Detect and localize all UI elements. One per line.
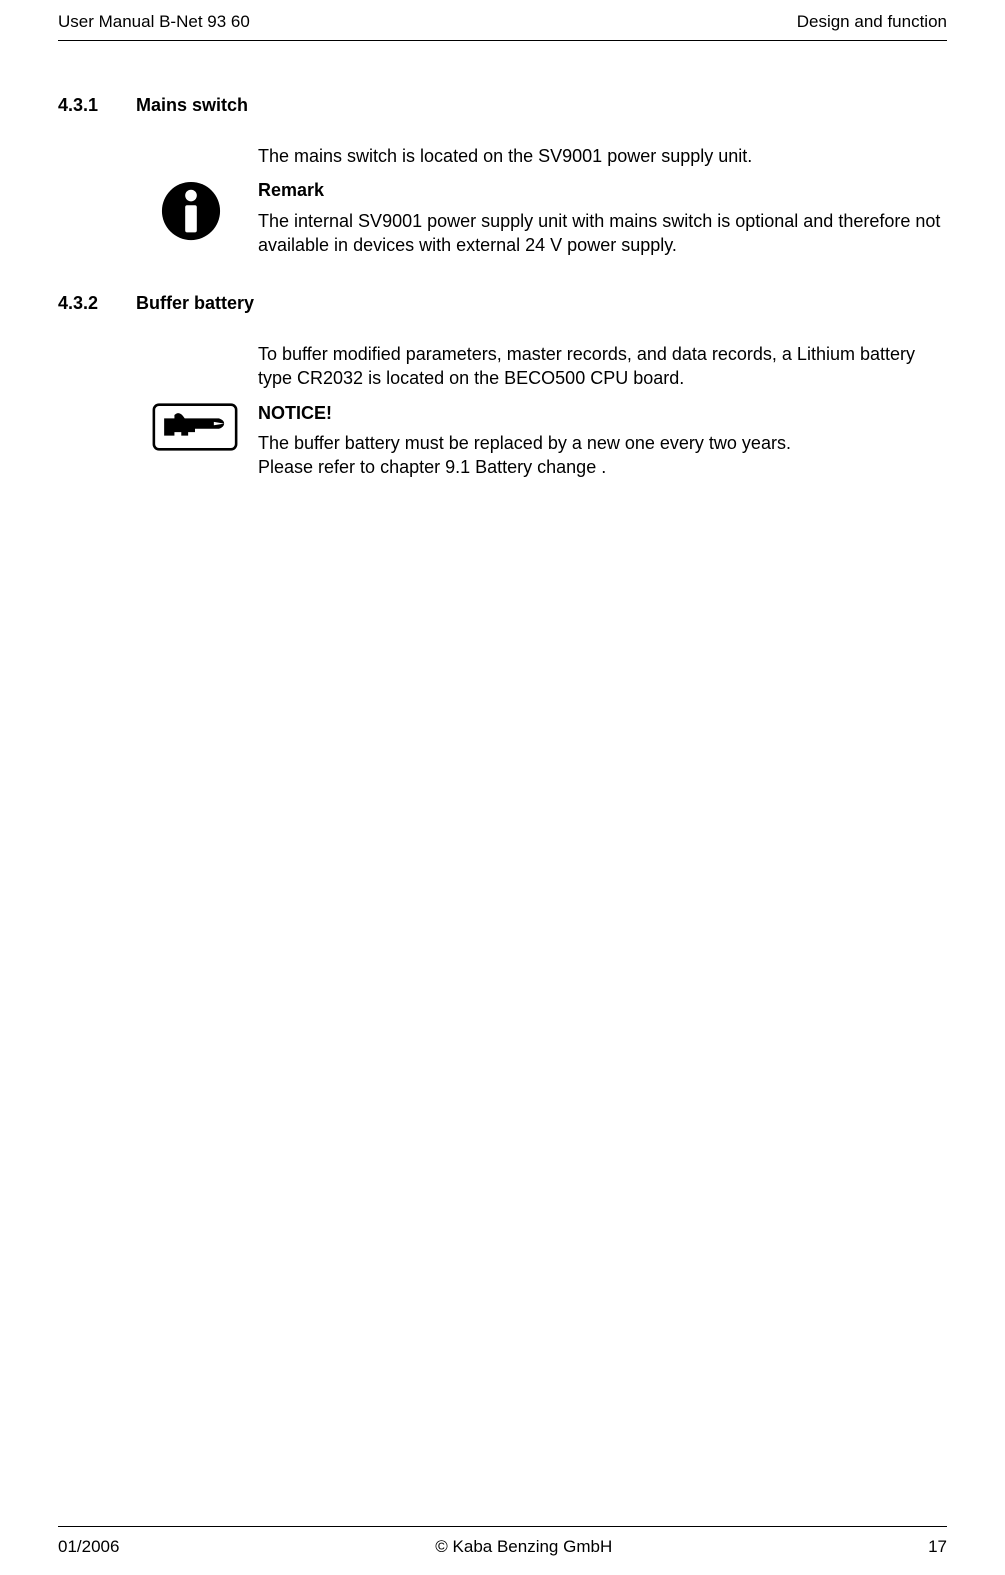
notice-title: NOTICE! [258,401,947,425]
footer-date: 01/2006 [58,1537,119,1557]
mains-intro: The mains switch is located on the SV900… [258,144,947,168]
pointing-hand-icon [152,403,238,451]
info-icon-wrap [58,178,258,257]
remark-text: The internal SV9001 power supply unit wi… [258,209,947,258]
footer-rule [58,1526,947,1527]
section-heading-mains: 4.3.1 Mains switch [58,95,947,116]
section-heading-battery: 4.3.2 Buffer battery [58,293,947,314]
info-icon [160,180,222,242]
content-area: 4.3.1 Mains switch The mains switch is l… [0,95,1005,480]
page-header: User Manual B-Net 93 60 Design and funct… [0,0,1005,40]
notice-body: NOTICE! The buffer battery must be repla… [258,401,947,480]
footer-page-number: 17 [928,1537,947,1557]
section-number: 4.3.1 [58,95,136,116]
notice-callout: NOTICE! The buffer battery must be repla… [58,401,947,480]
notice-line2: Please refer to chapter 9.1 Battery chan… [258,455,947,479]
section-number: 4.3.2 [58,293,136,314]
battery-intro: To buffer modified parameters, master re… [258,342,947,391]
remark-title: Remark [258,178,947,202]
page-footer: 01/2006 © Kaba Benzing GmbH 17 [0,1526,1005,1557]
notice-icon-wrap [58,401,258,480]
remark-body: Remark The internal SV9001 power supply … [258,178,947,257]
header-left: User Manual B-Net 93 60 [58,12,250,32]
section-title: Buffer battery [136,293,254,314]
remark-callout: Remark The internal SV9001 power supply … [58,178,947,257]
header-rule [58,40,947,41]
section-title: Mains switch [136,95,248,116]
notice-line1: The buffer battery must be replaced by a… [258,431,947,455]
header-right: Design and function [797,12,947,32]
footer-row: 01/2006 © Kaba Benzing GmbH 17 [58,1537,947,1557]
footer-copyright: © Kaba Benzing GmbH [435,1537,612,1557]
